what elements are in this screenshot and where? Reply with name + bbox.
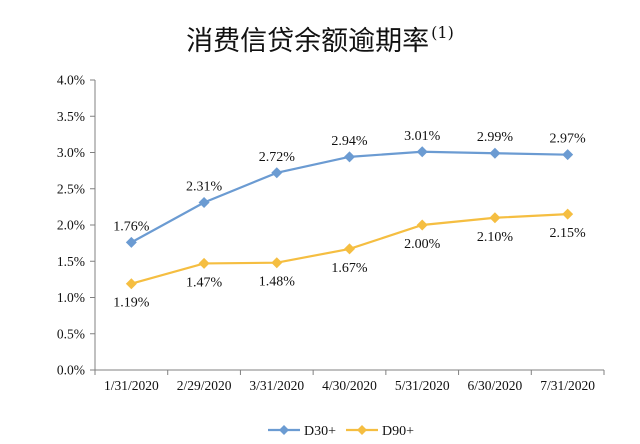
x-tick-label: 2/29/2020 bbox=[177, 378, 232, 393]
x-tick-label: 5/31/2020 bbox=[395, 378, 450, 393]
data-point-marker bbox=[416, 146, 428, 158]
y-tick-label: 3.0% bbox=[57, 145, 85, 160]
chart-title-superscript: (1) bbox=[431, 23, 454, 42]
y-tick-label: 3.5% bbox=[57, 109, 85, 124]
data-label: 2.31% bbox=[186, 180, 223, 195]
legend-marker bbox=[357, 425, 367, 435]
data-point-marker bbox=[489, 147, 501, 159]
x-tick-label: 6/30/2020 bbox=[468, 378, 523, 393]
x-tick-label: 3/31/2020 bbox=[249, 378, 304, 393]
data-label: 2.10% bbox=[477, 230, 514, 245]
data-label: 1.48% bbox=[259, 275, 296, 290]
y-axis-ticks: 0.0% 0.5% 1.0% 1.5% 2.0% 2.5% 3.0% 3.5% 4.0% bbox=[57, 73, 95, 378]
x-tick-label: 4/30/2020 bbox=[322, 378, 377, 393]
y-tick-label: 0.5% bbox=[57, 326, 85, 341]
legend-entry: D90+ bbox=[346, 424, 414, 439]
data-label: 2.15% bbox=[550, 226, 587, 241]
chart-title: 消费信贷余额逾期率 (1) bbox=[186, 23, 454, 57]
data-label: 1.19% bbox=[113, 296, 150, 311]
data-point-marker bbox=[562, 208, 574, 220]
x-tick-label: 7/31/2020 bbox=[540, 378, 595, 393]
data-point-marker bbox=[344, 151, 355, 163]
data-label: 1.47% bbox=[186, 275, 223, 290]
y-tick-label: 2.0% bbox=[57, 218, 85, 233]
y-tick-label: 2.5% bbox=[57, 181, 85, 196]
x-axis-ticks: 1/31/2020 2/29/2020 3/31/2020 4/30/2020 5/31… bbox=[94, 370, 605, 393]
data-point-marker bbox=[489, 212, 501, 224]
data-point-marker bbox=[198, 197, 210, 209]
chart-title-text: 消费信贷余额逾期率 bbox=[186, 26, 429, 57]
y-tick-label: 1.5% bbox=[57, 254, 85, 269]
series-layer: 1.76% 2.31% 2.72% 2.94% 3.01% 2.99% 2.97% 1.19%… bbox=[113, 129, 586, 311]
legend: D30+ D90+ bbox=[268, 424, 414, 439]
data-label: 2.00% bbox=[404, 237, 441, 252]
data-point-marker bbox=[416, 219, 428, 231]
legend-marker bbox=[279, 425, 289, 435]
data-point-marker bbox=[271, 257, 283, 269]
data-label: 3.01% bbox=[404, 129, 441, 144]
data-label: 2.97% bbox=[550, 132, 587, 147]
data-label: 1.76% bbox=[113, 219, 150, 234]
y-tick-label: 4.0% bbox=[57, 73, 85, 88]
legend-entry: D30+ bbox=[268, 424, 336, 439]
data-point-marker bbox=[125, 278, 137, 290]
data-point-marker bbox=[562, 149, 574, 161]
data-label: 2.72% bbox=[259, 150, 296, 165]
series-d90plus: 1.19% 1.47% 1.48% 1.67% 2.00% 2.10% 2.15% bbox=[113, 208, 587, 311]
y-tick-label: 1.0% bbox=[57, 290, 85, 305]
data-label: 2.94% bbox=[331, 134, 368, 149]
legend-label: D90+ bbox=[382, 424, 414, 439]
data-point-marker bbox=[125, 236, 137, 248]
data-point-marker bbox=[344, 243, 355, 255]
series-d30plus: 1.76% 2.31% 2.72% 2.94% 3.01% 2.99% 2.97% bbox=[113, 129, 586, 248]
y-tick-label: 0.0% bbox=[57, 363, 85, 378]
legend-label: D30+ bbox=[304, 424, 336, 439]
x-tick-label: 1/31/2020 bbox=[104, 378, 159, 393]
data-label: 1.67% bbox=[331, 261, 368, 276]
data-label: 2.99% bbox=[477, 130, 514, 145]
data-point-marker bbox=[198, 257, 210, 269]
data-point-marker bbox=[271, 167, 283, 179]
